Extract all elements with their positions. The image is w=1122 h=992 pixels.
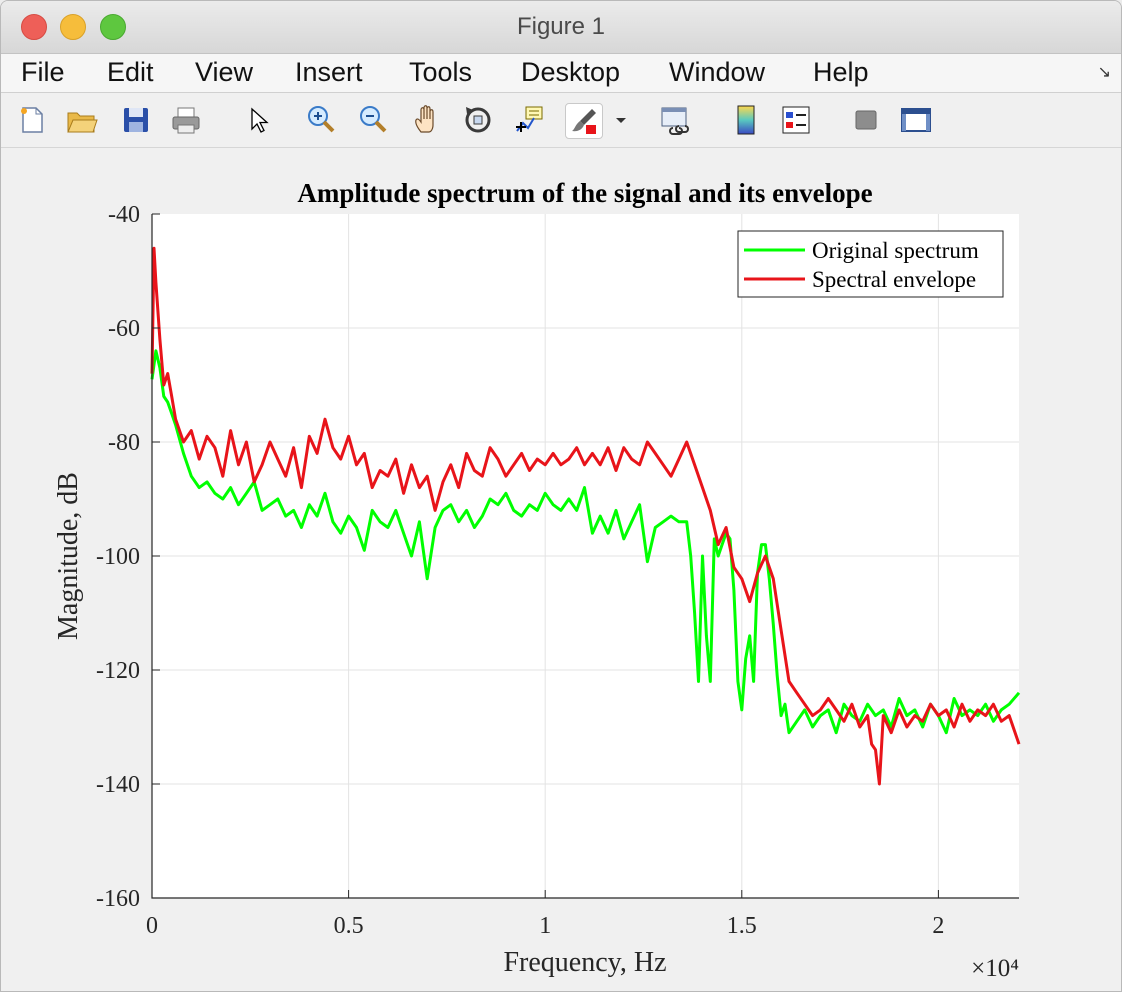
minimize-window-button[interactable] [60, 14, 86, 40]
x-tick-label: 0 [146, 913, 158, 939]
x-axis-exponent: ×10⁴ [971, 955, 1019, 982]
pan-icon[interactable] [411, 103, 445, 137]
legend-label-envelope: Spectral envelope [812, 267, 976, 292]
x-tick-label: 1 [539, 913, 551, 939]
figure-toolbar [1, 93, 1121, 148]
menu-file[interactable]: File [21, 57, 65, 87]
menu-window[interactable]: Window [669, 57, 766, 87]
link-plot-icon[interactable] [659, 103, 693, 137]
y-tick-label: -60 [108, 316, 140, 342]
data-cursor-icon[interactable] [513, 103, 547, 137]
series-line-spectral-envelope [150, 246, 1021, 786]
tick-labels: 0 0.5 1 1.5 2 -160 -140 -120 -100 -80 -60 -40 [96, 202, 944, 939]
y-tick-label: -120 [96, 658, 140, 684]
x-tick-label: 1.5 [727, 913, 757, 939]
rotate-3d-icon[interactable] [461, 103, 495, 137]
brush-icon[interactable] [565, 103, 603, 139]
new-figure-icon[interactable] [15, 103, 49, 137]
menu-bar: File Edit View Insert Tools Desktop Wind… [1, 54, 1121, 93]
dock-arrow-icon[interactable]: ↘ [1097, 64, 1111, 81]
legend[interactable]: Original spectrum Spectral envelope [737, 230, 1004, 298]
save-icon[interactable] [119, 103, 153, 137]
show-plot-tools-icon[interactable] [899, 103, 933, 137]
x-axis-label: Frequency, Hz [503, 947, 666, 978]
legend-box [737, 230, 1004, 298]
zoom-window-button[interactable] [100, 14, 126, 40]
open-icon[interactable] [65, 103, 99, 137]
y-tick-label: -80 [108, 430, 140, 456]
spectrum-chart[interactable]: 0 0.5 1 1.5 2 -160 -140 -120 -100 -80 -60 -40 Ampli… [1, 148, 1121, 991]
series-lines [150, 246, 1021, 786]
print-icon[interactable] [169, 103, 203, 137]
window-title: Figure 1 [516, 13, 606, 40]
x-tick-label: 0.5 [334, 913, 364, 939]
grid-lines [152, 214, 1019, 898]
menu-tools[interactable]: Tools [409, 57, 473, 87]
menu-insert[interactable]: Insert [295, 57, 363, 87]
zoom-in-icon[interactable] [305, 103, 339, 137]
y-tick-label: -160 [96, 886, 140, 912]
hide-plot-tools-icon[interactable] [849, 103, 883, 137]
menu-edit[interactable]: Edit [107, 57, 154, 87]
y-axis-label: Magnitude, dB [53, 472, 84, 640]
zoom-out-icon[interactable] [357, 103, 391, 137]
chart-title: Amplitude spectrum of the signal and its… [297, 178, 872, 208]
close-window-button[interactable] [21, 14, 47, 40]
figure-area: 0 0.5 1 1.5 2 -160 -140 -120 -100 -80 -60 -40 Ampli… [1, 148, 1121, 991]
y-tick-label: -40 [108, 202, 140, 228]
brush-dropdown-icon[interactable] [609, 103, 633, 137]
menu-desktop[interactable]: Desktop [521, 57, 621, 87]
colorbar-icon[interactable] [729, 103, 763, 137]
legend-label-original: Original spectrum [812, 238, 979, 263]
menu-help[interactable]: Help [813, 57, 869, 87]
pointer-icon[interactable] [241, 103, 275, 137]
series-line-original-spectrum [150, 349, 1021, 735]
y-tick-label: -100 [96, 544, 140, 570]
menu-view[interactable]: View [195, 57, 254, 87]
legend-icon[interactable] [779, 103, 813, 137]
x-tick-label: 2 [932, 913, 944, 939]
y-tick-label: -140 [96, 772, 140, 798]
title-bar[interactable]: Figure 1 [1, 1, 1121, 54]
